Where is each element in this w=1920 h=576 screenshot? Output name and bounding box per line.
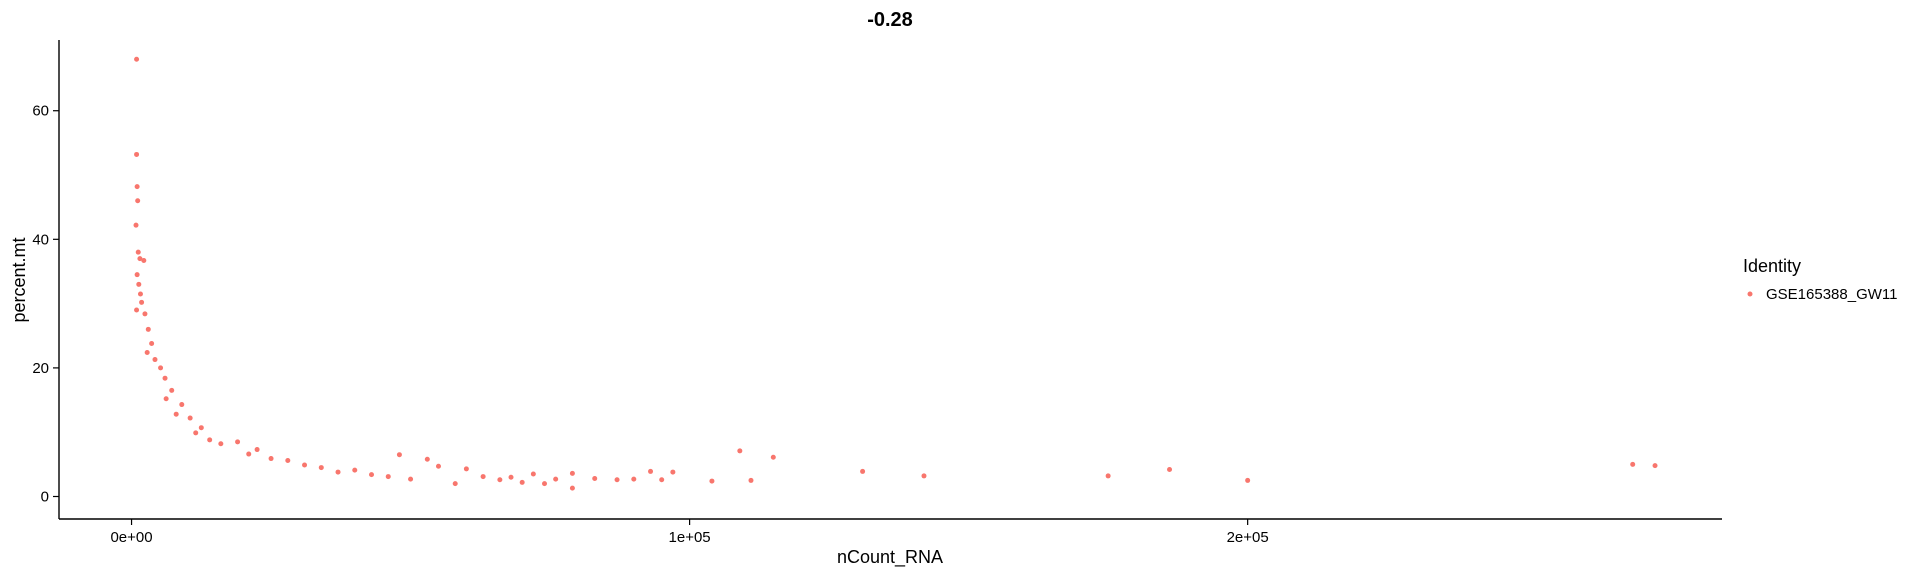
data-point: [268, 456, 274, 462]
y-tick-label: 0: [41, 488, 49, 505]
legend-label: GSE165388_GW11: [1766, 286, 1897, 303]
data-point: [139, 299, 145, 305]
data-point: [145, 326, 151, 332]
data-point: [569, 485, 575, 491]
data-point: [435, 463, 441, 469]
data-point: [285, 457, 291, 463]
data-point: [770, 454, 776, 460]
data-point: [218, 441, 224, 447]
data-point: [135, 249, 141, 255]
y-tick-label: 20: [32, 360, 49, 377]
data-point: [207, 437, 213, 443]
legend: Identity GSE165388_GW11: [1743, 256, 1897, 303]
legend-key-dot: [1747, 291, 1753, 297]
data-point: [133, 222, 139, 228]
legend-title: Identity: [1743, 256, 1801, 276]
data-point: [396, 452, 402, 458]
data-point: [530, 471, 536, 477]
data-point: [1245, 477, 1251, 483]
data-point: [1167, 466, 1173, 472]
x-tick-label: 0e+00: [110, 529, 152, 546]
data-point: [144, 349, 150, 355]
data-point: [463, 466, 469, 472]
data-point: [302, 462, 308, 468]
data-point: [246, 451, 252, 457]
data-point: [235, 439, 241, 445]
data-point: [158, 365, 164, 371]
data-point: [318, 465, 324, 471]
data-point: [921, 473, 927, 479]
data-point: [385, 474, 391, 480]
data-point: [748, 477, 754, 483]
data-point: [648, 468, 654, 474]
data-point: [1652, 463, 1658, 469]
data-point: [134, 307, 140, 313]
points-layer: [133, 56, 1658, 491]
y-ticks: 0 20 40 60: [32, 103, 59, 505]
data-point: [737, 448, 743, 454]
data-point: [631, 476, 637, 482]
data-point: [198, 425, 204, 431]
data-point: [134, 272, 140, 278]
data-point: [137, 291, 143, 297]
data-point: [254, 447, 260, 453]
data-point: [497, 477, 503, 483]
data-point: [860, 468, 866, 474]
data-point: [659, 477, 665, 483]
x-tick-label: 2e+05: [1227, 529, 1269, 546]
data-point: [162, 375, 168, 381]
data-point: [592, 475, 598, 481]
data-point: [152, 357, 158, 363]
data-point: [136, 281, 142, 287]
x-ticks: 0e+00 1e+05 2e+05: [110, 519, 1269, 546]
data-point: [149, 340, 155, 346]
data-point: [179, 402, 185, 408]
y-axis-title: percent.mt: [9, 237, 29, 322]
data-point: [141, 258, 147, 264]
data-point: [169, 387, 175, 393]
data-point: [452, 481, 458, 487]
y-tick-label: 60: [32, 103, 49, 120]
data-point: [137, 256, 143, 262]
data-point: [369, 472, 375, 478]
data-point: [193, 430, 199, 436]
data-point: [408, 476, 414, 482]
data-point: [480, 474, 486, 480]
data-point: [614, 477, 620, 483]
data-point: [569, 470, 575, 476]
data-point: [553, 476, 559, 482]
data-point: [709, 478, 715, 484]
data-point: [142, 311, 148, 317]
data-point: [352, 467, 358, 473]
x-tick-label: 1e+05: [669, 529, 711, 546]
data-point: [1105, 473, 1111, 479]
data-point: [163, 396, 169, 402]
data-point: [135, 198, 141, 204]
data-point: [134, 151, 140, 157]
data-point: [670, 469, 676, 475]
data-point: [335, 469, 341, 475]
chart-title: -0.28: [867, 9, 913, 31]
y-tick-label: 40: [32, 231, 49, 248]
data-point: [424, 456, 430, 462]
data-point: [173, 411, 179, 417]
data-point: [519, 479, 525, 485]
data-point: [187, 415, 193, 421]
data-point: [134, 56, 140, 62]
x-axis-title: nCount_RNA: [837, 547, 943, 568]
data-point: [134, 184, 140, 190]
data-point: [1630, 461, 1636, 467]
data-point: [542, 481, 548, 487]
data-point: [508, 474, 514, 480]
